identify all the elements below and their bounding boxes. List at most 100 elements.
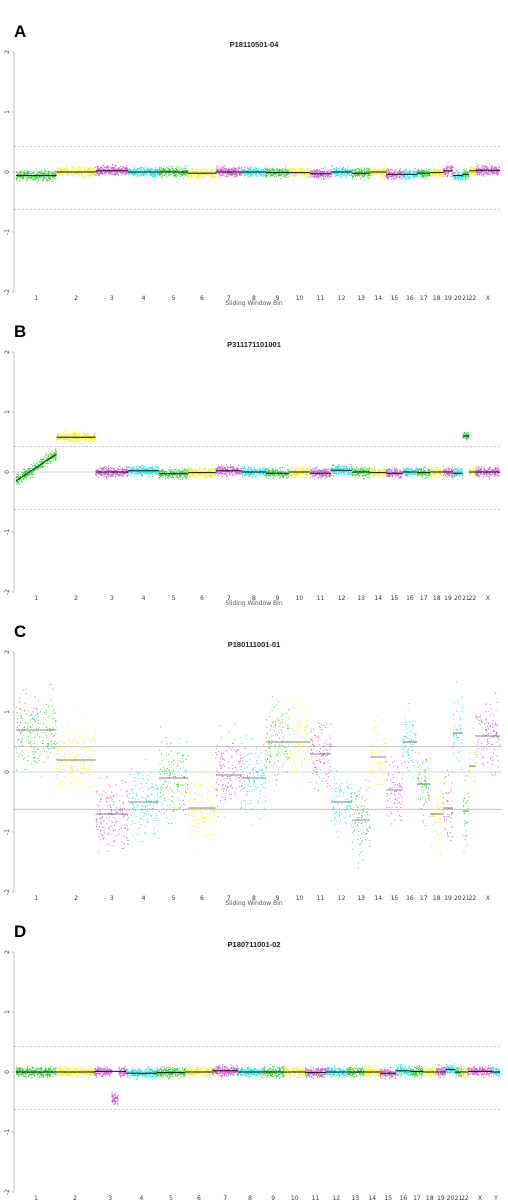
- data-point: [84, 169, 86, 171]
- data-point: [191, 173, 193, 175]
- data-point: [175, 169, 177, 171]
- data-point: [174, 167, 176, 169]
- data-point: [195, 170, 197, 172]
- data-point: [124, 168, 126, 170]
- data-point: [56, 169, 58, 171]
- data-point: [54, 171, 56, 173]
- data-point: [291, 173, 293, 176]
- y-tick-label: -2: [4, 589, 11, 595]
- data-point: [397, 175, 399, 177]
- data-point: [425, 168, 427, 170]
- data-point: [72, 175, 74, 177]
- data-point: [92, 170, 94, 172]
- data-point: [25, 178, 28, 180]
- data-point: [157, 168, 159, 170]
- data-point: [204, 173, 206, 175]
- data-point: [331, 173, 333, 175]
- data-point: [358, 171, 360, 173]
- data-point: [331, 165, 333, 167]
- data-point: [284, 174, 286, 176]
- data-point: [267, 170, 269, 172]
- data-point: [382, 168, 385, 171]
- data-point: [312, 169, 314, 171]
- data-point: [365, 168, 367, 171]
- data-point: [169, 168, 171, 171]
- data-point: [398, 176, 401, 178]
- data-point: [410, 177, 412, 179]
- data-point: [73, 441, 75, 443]
- data-point: [355, 169, 357, 171]
- data-point: [247, 170, 249, 172]
- data-point: [37, 176, 39, 178]
- data-point: [234, 174, 236, 176]
- data-point: [110, 167, 112, 169]
- data-point: [385, 165, 387, 167]
- data-point: [481, 168, 483, 170]
- data-point: [307, 176, 309, 178]
- data-point: [89, 174, 91, 176]
- chromosome-label: 12: [338, 295, 346, 302]
- data-point: [424, 178, 426, 180]
- data-point: [228, 167, 230, 169]
- data-point: [296, 166, 298, 168]
- data-point: [241, 174, 243, 176]
- data-point: [18, 482, 20, 484]
- data-point: [292, 169, 294, 171]
- data-point: [402, 175, 405, 177]
- data-point: [423, 175, 425, 177]
- data-point: [80, 168, 82, 170]
- data-point: [53, 178, 55, 180]
- data-point: [387, 172, 390, 174]
- data-point: [100, 166, 102, 169]
- data-point: [314, 174, 316, 176]
- data-point: [486, 165, 488, 168]
- data-point: [187, 170, 189, 172]
- data-point: [432, 175, 434, 177]
- data-point: [176, 175, 178, 177]
- data-point: [75, 431, 77, 433]
- data-point: [25, 470, 27, 473]
- data-point: [44, 173, 46, 175]
- data-point: [302, 169, 304, 171]
- data-point: [141, 166, 143, 168]
- data-point: [254, 166, 256, 169]
- data-point: [44, 454, 46, 456]
- data-point: [353, 176, 355, 178]
- data-point: [318, 170, 320, 172]
- data-point: [419, 175, 421, 177]
- data-point: [380, 172, 382, 175]
- data-point: [280, 177, 282, 179]
- data-point: [241, 169, 243, 171]
- data-point: [47, 173, 50, 175]
- data-point: [199, 169, 201, 171]
- data-point: [324, 171, 326, 173]
- data-point: [449, 168, 451, 170]
- data-point: [367, 177, 369, 179]
- data-point: [283, 174, 285, 176]
- data-point: [23, 170, 26, 172]
- data-point: [472, 173, 474, 175]
- data-point: [102, 173, 104, 175]
- data-point: [93, 174, 95, 176]
- data-point: [16, 180, 18, 182]
- data-point: [19, 177, 21, 179]
- data-point: [468, 171, 470, 173]
- data-point: [47, 457, 50, 459]
- data-point: [337, 168, 339, 170]
- data-point: [406, 177, 408, 179]
- data-point: [85, 166, 87, 168]
- data-point: [112, 173, 114, 175]
- data-point: [294, 170, 297, 173]
- data-point: [204, 169, 207, 171]
- data-point: [266, 169, 268, 171]
- data-point: [474, 167, 476, 170]
- data-point: [93, 432, 95, 434]
- data-point: [414, 176, 416, 178]
- data-point: [421, 170, 423, 172]
- data-point: [162, 168, 165, 170]
- data-point: [102, 168, 104, 170]
- data-point: [455, 179, 457, 181]
- data-point: [90, 175, 92, 177]
- data-point: [146, 167, 148, 169]
- data-point: [41, 177, 43, 179]
